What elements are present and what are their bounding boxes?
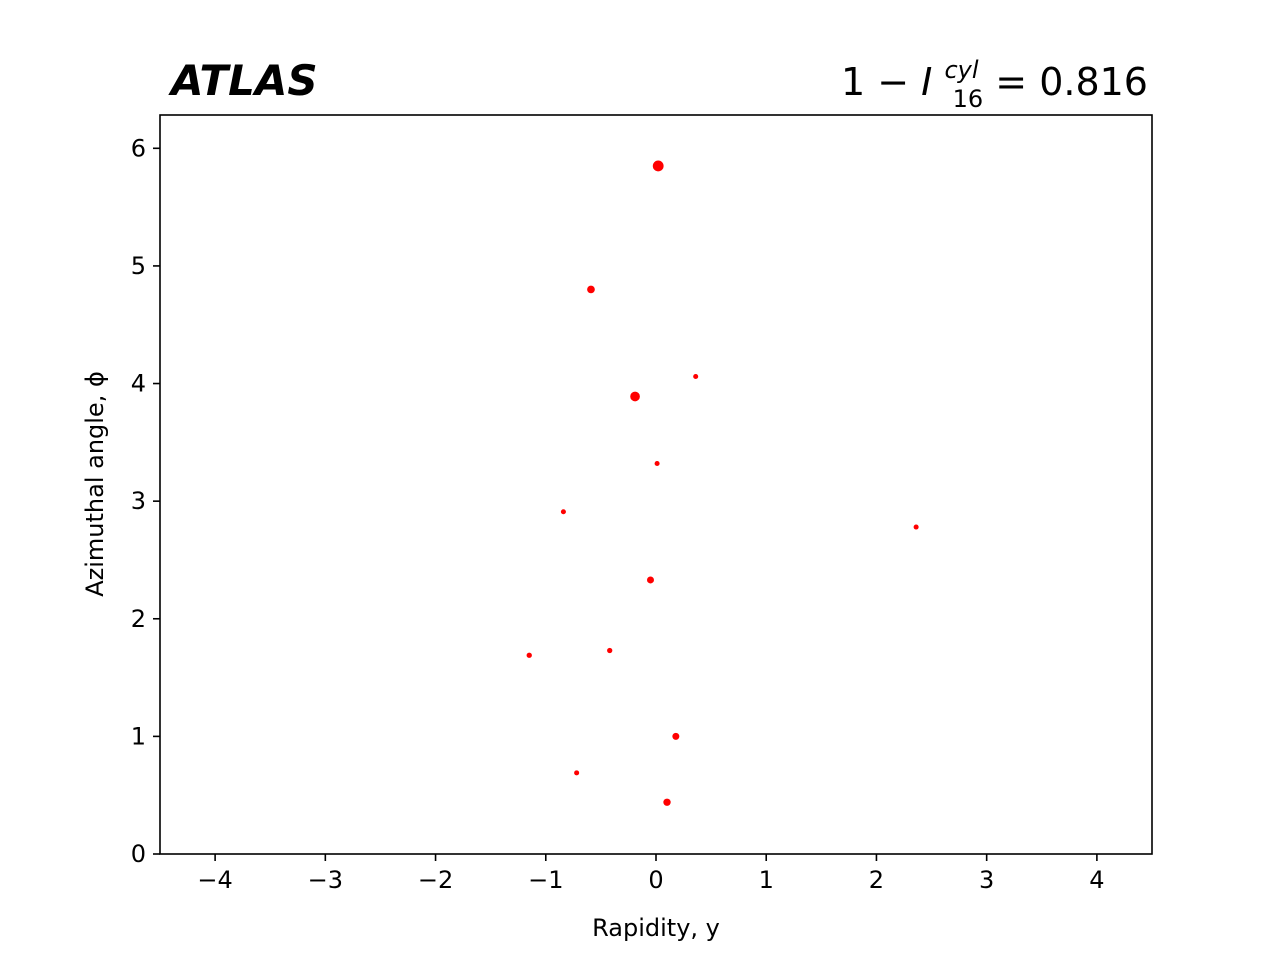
x-tick-label: −2 <box>418 866 453 894</box>
x-tick-label: −1 <box>528 866 563 894</box>
data-point <box>693 373 699 380</box>
data-point <box>630 391 640 402</box>
metric-symbol: I <box>921 60 932 104</box>
data-point <box>646 576 654 584</box>
metric-superscript: cyl <box>944 56 978 84</box>
y-tick-label: 1 <box>131 722 146 750</box>
y-axis-label: Azimuthal angle, ϕ <box>81 371 109 597</box>
data-point <box>587 285 595 294</box>
metric-annotation: 1 − I cyl 16 = 0.816 <box>841 43 1148 116</box>
data-point <box>672 732 680 740</box>
x-tick-label: −3 <box>308 866 343 894</box>
metric-value: = 0.816 <box>995 60 1148 104</box>
x-tick-label: 0 <box>648 866 663 894</box>
x-tick-label: 3 <box>979 866 994 894</box>
data-point <box>652 160 664 172</box>
y-tick-label: 4 <box>131 370 146 398</box>
x-tick-label: 2 <box>869 866 884 894</box>
x-tick-label: 4 <box>1089 866 1104 894</box>
x-axis: −4 −3 −2 −1 0 1 2 3 4 <box>197 854 1105 894</box>
metric-prefix: 1 − <box>841 60 921 104</box>
data-point <box>654 460 660 467</box>
points-layer <box>526 160 919 806</box>
plot-frame <box>159 114 1153 855</box>
x-tick-label: 1 <box>759 866 774 894</box>
y-tick-label: 5 <box>131 252 146 280</box>
data-point <box>607 647 613 654</box>
data-point <box>560 509 566 515</box>
brand-title: ATLAS <box>168 56 318 105</box>
y-axis: 0 1 2 3 4 5 6 <box>131 134 160 868</box>
y-tick-label: 0 <box>131 840 146 868</box>
y-tick-label: 2 <box>131 605 146 633</box>
x-axis-label: Rapidity, y <box>592 914 720 942</box>
x-tick-label: −4 <box>197 866 232 894</box>
y-tick-label: 3 <box>131 487 146 515</box>
metric-subscript: 16 <box>953 85 984 113</box>
data-point <box>913 524 919 530</box>
data-point <box>663 798 671 806</box>
data-point <box>526 652 532 658</box>
y-tick-label: 6 <box>131 134 146 162</box>
data-point <box>574 770 580 776</box>
